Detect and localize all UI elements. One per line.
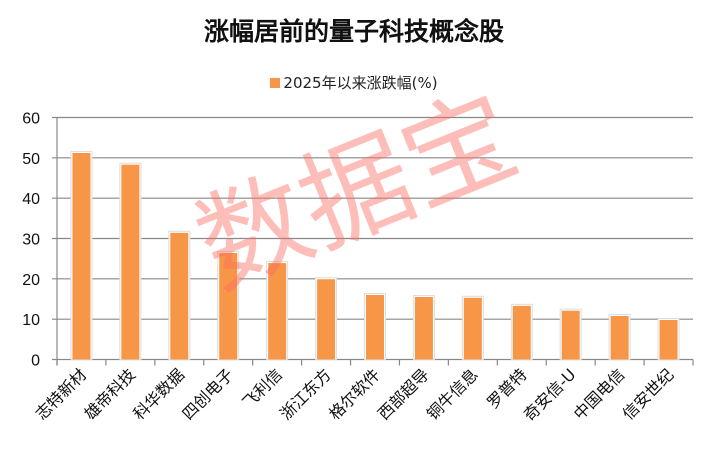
x-tick-label: 格尔软件 (325, 365, 384, 424)
y-tick-label: 10 (22, 312, 40, 329)
x-tick-label: 雄帝科技 (81, 365, 140, 424)
bar (561, 310, 580, 360)
bar (512, 305, 531, 360)
x-tick-label: 奇安信-U (520, 365, 580, 425)
y-tick-label: 30 (22, 232, 40, 249)
y-tick-label: 20 (22, 272, 40, 289)
y-tick-label: 0 (31, 353, 40, 370)
legend-swatch (270, 78, 281, 88)
bar (219, 253, 238, 360)
x-tick-label: 志特新材 (32, 365, 91, 424)
bar (463, 297, 482, 360)
x-tick-label: 飞利信 (239, 365, 286, 412)
x-tick-label: 铜牛信息 (423, 365, 482, 424)
bar (414, 296, 433, 360)
legend: 2025年以来涨跌幅(%) (0, 72, 708, 93)
x-tick-label: 四创电子 (178, 365, 237, 424)
bar (170, 232, 189, 360)
bar (268, 263, 287, 360)
bar (610, 315, 629, 360)
chart-title: 涨幅居前的量子科技概念股 (203, 17, 504, 46)
x-tick-label: 中国电信 (570, 365, 629, 424)
bar (366, 294, 384, 360)
bar (121, 164, 140, 360)
bar (317, 279, 336, 360)
bar (659, 319, 678, 360)
x-tick-label: 西部超导 (374, 365, 433, 424)
y-tick-label: 60 (22, 111, 40, 128)
x-tick-label: 浙江东方 (276, 365, 335, 424)
x-tick-label: 科华数据 (129, 365, 188, 424)
y-tick-label: 40 (22, 191, 40, 208)
x-tick-label: 信安世纪 (619, 365, 678, 424)
x-tick-label: 罗普特 (483, 365, 530, 412)
legend-label: 2025年以来涨跌幅(%) (283, 74, 438, 92)
bar (72, 152, 91, 360)
y-tick-label: 50 (22, 151, 40, 168)
